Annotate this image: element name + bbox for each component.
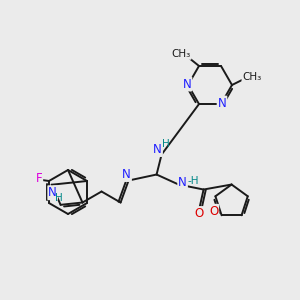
Text: O: O — [194, 207, 203, 220]
Text: F: F — [36, 172, 42, 185]
Text: CH₃: CH₃ — [171, 49, 190, 59]
Text: N: N — [122, 168, 131, 181]
Text: N: N — [183, 77, 191, 91]
Text: N: N — [218, 97, 226, 110]
Text: H: H — [55, 193, 62, 203]
Text: N: N — [48, 186, 57, 199]
Text: CH₃: CH₃ — [242, 72, 262, 82]
Text: N: N — [153, 143, 162, 156]
Text: H: H — [162, 139, 170, 148]
Text: O: O — [209, 205, 218, 218]
Text: N: N — [178, 176, 187, 189]
Text: -H: -H — [188, 176, 199, 185]
